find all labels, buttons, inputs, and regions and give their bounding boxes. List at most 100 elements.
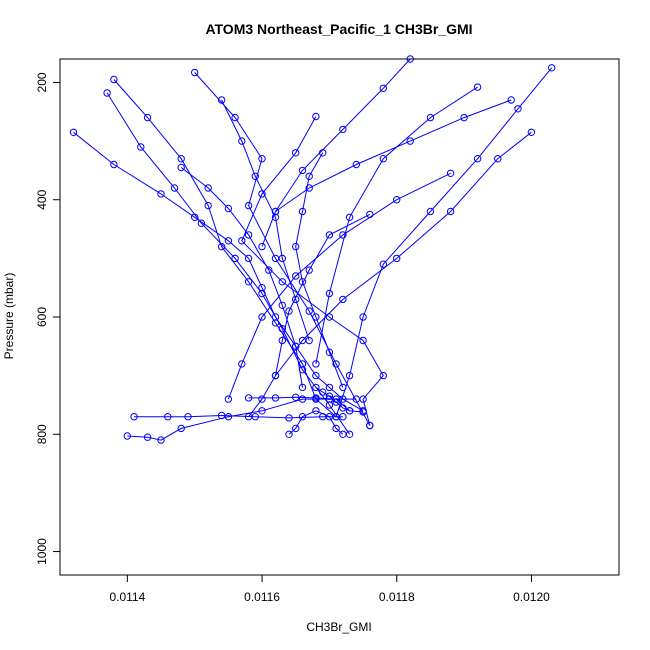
series-line: [241, 116, 384, 426]
data-point: [345, 213, 354, 222]
data-point: [292, 295, 300, 304]
data-point: [393, 254, 401, 263]
series-line: [295, 152, 344, 388]
y-axis: 200 400 600 800 1000: [35, 72, 61, 565]
data-point: [298, 413, 307, 421]
data-point: [278, 278, 286, 286]
data-point: [191, 68, 199, 77]
data-point: [110, 75, 118, 84]
data-point: [379, 371, 387, 380]
data-point: [319, 149, 327, 157]
y-tick-label: 200: [35, 72, 49, 92]
data-point: [285, 430, 293, 438]
series-10: [123, 395, 360, 444]
data-point: [494, 155, 502, 163]
data-point: [339, 413, 347, 421]
series-15: [271, 96, 515, 216]
data-point: [298, 207, 307, 216]
data-point: [366, 210, 374, 219]
data-point: [110, 160, 118, 169]
data-point: [231, 254, 239, 263]
series-6: [312, 83, 482, 368]
data-point: [460, 113, 468, 122]
data-point: [406, 137, 414, 145]
data-point: [332, 360, 340, 368]
series-line: [248, 131, 532, 418]
data-point: [379, 155, 387, 163]
data-point: [298, 278, 307, 286]
data-point: [278, 336, 286, 345]
data-point: [426, 113, 435, 122]
data-point: [473, 83, 482, 91]
series-line: [227, 172, 451, 400]
data-point: [305, 266, 313, 274]
data-point: [298, 395, 307, 403]
y-tick-label: 1000: [35, 538, 49, 565]
x-tick-label: 0.0116: [244, 590, 280, 604]
data-point: [103, 89, 111, 97]
series-line: [315, 386, 350, 412]
y-tick-label: 800: [35, 424, 49, 444]
data-point: [177, 424, 185, 433]
data-point: [170, 184, 179, 192]
data-point: [332, 424, 340, 433]
data-point: [359, 336, 367, 345]
data-point: [332, 398, 340, 406]
data-point: [224, 395, 233, 403]
data-point: [345, 371, 354, 380]
data-point: [339, 430, 347, 438]
data-point: [258, 313, 266, 321]
data-point: [312, 407, 320, 415]
data-point: [292, 424, 300, 433]
data-point: [339, 125, 347, 134]
data-point: [298, 383, 307, 392]
data-point: [143, 113, 152, 122]
series-line: [127, 398, 357, 441]
series-17: [217, 96, 313, 345]
data-point: [325, 348, 334, 356]
data-point: [548, 64, 556, 72]
data-point: [292, 242, 300, 251]
data-point: [379, 260, 387, 268]
data-point: [305, 184, 313, 192]
data-point: [271, 213, 280, 222]
data-point: [244, 278, 253, 286]
data-point: [244, 394, 253, 402]
data-point: [251, 413, 260, 421]
data-point: [325, 401, 334, 409]
data-point: [292, 272, 300, 280]
data-point: [339, 383, 347, 392]
series-line: [73, 131, 364, 412]
data-point: [164, 413, 172, 421]
data-point: [204, 201, 212, 210]
data-point: [325, 392, 334, 400]
data-point: [244, 201, 253, 210]
series-18: [292, 149, 347, 392]
data-point: [130, 413, 138, 421]
data-point: [507, 96, 515, 104]
data-point: [271, 371, 280, 380]
data-point: [123, 432, 132, 440]
data-point: [325, 413, 334, 421]
data-point: [473, 155, 482, 163]
data-point: [265, 266, 273, 274]
data-point: [312, 383, 320, 392]
y-tick-label: 600: [35, 307, 49, 327]
data-point: [258, 242, 266, 251]
data-point: [258, 284, 266, 292]
data-point: [514, 105, 522, 113]
data-point: [325, 383, 334, 392]
data-point: [339, 295, 347, 304]
x-axis: 0.0114 0.0116 0.0118 0.0120: [109, 574, 550, 604]
data-point: [184, 413, 192, 421]
data-point: [305, 336, 313, 345]
data-point: [224, 413, 233, 421]
data-point: [177, 155, 185, 163]
data-point: [143, 433, 152, 441]
plot-area: [69, 55, 556, 444]
data-point: [238, 237, 246, 245]
data-point: [312, 112, 320, 121]
data-point: [312, 371, 320, 380]
data-point: [426, 207, 435, 216]
